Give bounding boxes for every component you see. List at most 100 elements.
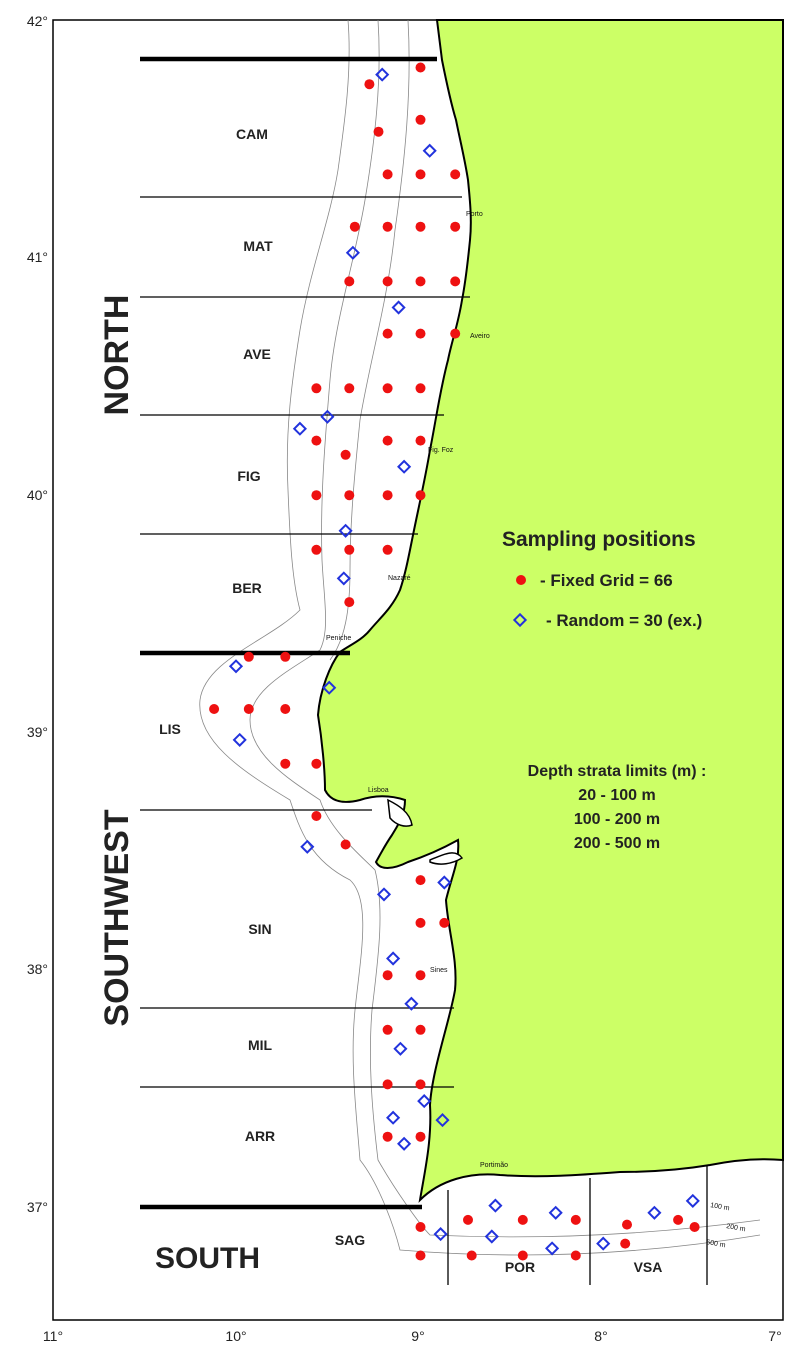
- depth-label-100: 100 m: [710, 1202, 731, 1212]
- stratum-cam: CAM: [236, 126, 268, 142]
- random-point-2: [422, 143, 437, 158]
- fixed-grid-points: [209, 62, 700, 1261]
- stratum-mat: MAT: [243, 238, 273, 254]
- region-south: SOUTH: [155, 1242, 260, 1275]
- lat-tick-38: 38°: [27, 961, 48, 977]
- fixed-point-51: [382, 1079, 393, 1090]
- lon-tick-11: 11°: [43, 1328, 63, 1344]
- fixed-point-46: [439, 917, 450, 928]
- town-portimao: Portimão: [480, 1162, 508, 1169]
- random-point-19: [417, 1094, 432, 1109]
- random-point-14: [437, 875, 452, 890]
- fixed-point-33: [382, 544, 393, 555]
- fixed-point-61: [570, 1214, 581, 1225]
- fixed-point-17: [415, 328, 426, 339]
- depth-label-200: 200 m: [726, 1223, 747, 1233]
- fixed-point-14: [415, 276, 426, 287]
- fixed-point-2: [364, 79, 375, 90]
- stratum-vsa: VSA: [634, 1259, 663, 1275]
- fixed-point-12: [344, 276, 355, 287]
- fixed-point-30: [415, 490, 426, 501]
- fixed-point-5: [382, 169, 393, 180]
- random-point-22: [397, 1136, 412, 1151]
- legend-random-marker: [512, 612, 528, 628]
- fixed-point-63: [622, 1219, 632, 1230]
- fixed-point-64: [620, 1238, 631, 1249]
- town-porto: Porto: [466, 211, 483, 218]
- sado-estuary: [429, 852, 464, 865]
- lon-tick-7: 7°: [768, 1328, 781, 1344]
- random-point-8: [338, 523, 353, 538]
- fixed-point-60: [517, 1250, 528, 1261]
- lon-tick-10: 10°: [225, 1328, 246, 1344]
- random-point-17: [404, 996, 419, 1011]
- random-point-28: [596, 1236, 611, 1251]
- fixed-point-27: [311, 490, 322, 501]
- fixed-point-62: [570, 1250, 581, 1261]
- random-point-15: [376, 887, 392, 902]
- fixed-point-9: [382, 221, 393, 232]
- legend-fixed-label: - Fixed Grid = 66: [540, 571, 673, 590]
- region-southwest: SOUTHWEST: [98, 809, 136, 1026]
- fixed-point-48: [415, 970, 426, 981]
- random-point-25: [484, 1229, 499, 1244]
- fixed-point-15: [450, 276, 461, 287]
- random-points: [228, 67, 700, 1256]
- stratum-sin: SIN: [248, 921, 271, 937]
- fixed-point-18: [450, 328, 461, 339]
- fixed-point-7: [450, 169, 461, 180]
- stratum-por: POR: [505, 1259, 535, 1275]
- fixed-point-6: [415, 169, 426, 180]
- fixed-point-32: [344, 544, 355, 555]
- fixed-point-36: [280, 651, 291, 662]
- fixed-point-38: [243, 704, 254, 714]
- fixed-point-37: [209, 704, 220, 714]
- legend-random-label: - Random = 30 (ex.): [546, 611, 702, 630]
- fixed-point-49: [382, 1024, 393, 1035]
- fixed-point-34: [344, 597, 355, 608]
- land-mass: [316, 19, 784, 1203]
- stratum-ave: AVE: [243, 346, 271, 362]
- fixed-point-20: [344, 383, 355, 394]
- lat-tick-40: 40°: [27, 487, 48, 503]
- random-point-24: [488, 1198, 503, 1213]
- town-peniche: Peniche: [326, 635, 351, 642]
- random-point-9: [336, 571, 351, 586]
- legend-fixed-marker: [516, 575, 526, 585]
- random-point-13: [300, 839, 315, 854]
- lat-tick-39: 39°: [27, 724, 48, 740]
- legend-depth-1: 20 - 100 m: [578, 787, 655, 804]
- fixed-point-39: [280, 704, 291, 714]
- fixed-point-28: [344, 490, 355, 501]
- fixed-point-57: [463, 1214, 473, 1225]
- fixed-point-53: [382, 1131, 393, 1142]
- town-aveiro: Aveiro: [470, 333, 490, 340]
- region-north: NORTH: [98, 295, 136, 416]
- lat-tick-42: 42°: [27, 13, 48, 29]
- fixed-point-16: [382, 328, 393, 339]
- random-point-29: [647, 1205, 662, 1220]
- random-point-11: [322, 680, 337, 695]
- random-point-16: [386, 951, 401, 966]
- tagus-estuary: [387, 798, 413, 827]
- stratum-arr: ARR: [245, 1128, 275, 1144]
- fixed-point-42: [311, 811, 322, 821]
- stratum-sag: SAG: [335, 1232, 365, 1248]
- random-point-27: [545, 1241, 560, 1256]
- fixed-point-59: [517, 1214, 528, 1225]
- fixed-point-54: [415, 1131, 426, 1142]
- fixed-point-19: [311, 383, 322, 394]
- fixed-point-50: [415, 1024, 426, 1035]
- fixed-point-44: [415, 875, 426, 886]
- random-point-12: [232, 732, 247, 747]
- town-lisboa: Lisboa: [368, 787, 389, 794]
- random-point-26: [548, 1205, 563, 1220]
- fixed-point-52: [415, 1079, 426, 1090]
- random-point-18: [393, 1041, 408, 1056]
- fixed-point-55: [415, 1222, 426, 1232]
- fixed-point-24: [382, 435, 393, 446]
- fixed-point-8: [349, 221, 360, 232]
- fixed-point-31: [311, 544, 322, 555]
- lat-tick-41: 41°: [27, 249, 48, 265]
